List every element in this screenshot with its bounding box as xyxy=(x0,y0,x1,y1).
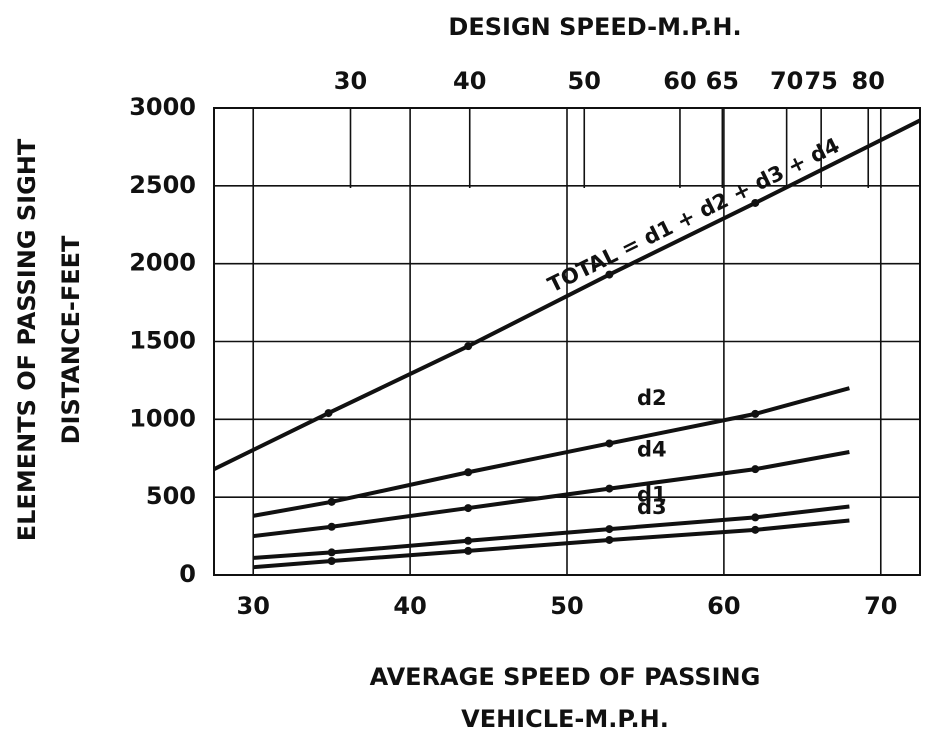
top-tick-label: 70 xyxy=(770,67,803,95)
top-tick-label: 80 xyxy=(852,67,885,95)
y-tick-label: 1500 xyxy=(129,327,196,355)
y-tick-label: 3000 xyxy=(129,93,196,121)
data-point xyxy=(464,546,473,555)
x-tick-label: 30 xyxy=(237,592,270,620)
data-point xyxy=(464,468,473,477)
data-point xyxy=(327,522,336,531)
x-axis-label: AVERAGE SPEED OF PASSING xyxy=(370,663,761,691)
series-label: d4 xyxy=(637,437,667,461)
data-point xyxy=(464,342,473,351)
data-point xyxy=(327,497,336,506)
data-point xyxy=(605,535,614,544)
data-point xyxy=(751,198,760,207)
data-point xyxy=(605,270,614,279)
data-point xyxy=(751,409,760,418)
data-point xyxy=(605,525,614,534)
data-point xyxy=(751,513,760,522)
series-label: TOTAL = d1 + d2 + d3 + d4 xyxy=(544,133,843,297)
series-line xyxy=(253,518,850,570)
data-point xyxy=(327,548,336,557)
series-label: d1 xyxy=(637,482,667,506)
top-tick-label: 65 xyxy=(706,67,739,95)
top-tick-label: 75 xyxy=(804,67,837,95)
series-label: d3 xyxy=(637,495,667,519)
data-point xyxy=(464,536,473,545)
top-axis-title: DESIGN SPEED-M.P.H. xyxy=(448,13,741,41)
data-point xyxy=(605,484,614,493)
y-tick-label: 1000 xyxy=(129,404,196,432)
series-label: d2 xyxy=(637,386,667,410)
top-tick-label: 60 xyxy=(663,67,696,95)
data-point xyxy=(327,556,336,565)
y-tick-label: 0 xyxy=(179,560,196,588)
series-line xyxy=(252,386,850,518)
series-line xyxy=(253,504,850,560)
series-line xyxy=(213,118,921,471)
top-tick-label: 40 xyxy=(453,67,486,95)
series-line xyxy=(252,450,850,539)
y-axis-label: ELEMENTS OF PASSING SIGHT xyxy=(13,138,41,541)
x-tick-label: 70 xyxy=(864,592,897,620)
x-tick-label: 60 xyxy=(707,592,740,620)
x-axis-label: VEHICLE-M.P.H. xyxy=(461,705,669,733)
y-tick-label: 500 xyxy=(146,482,196,510)
y-axis-label: DISTANCE-FEET xyxy=(57,235,85,444)
y-tick-label: 2500 xyxy=(129,171,196,199)
top-tick-label: 30 xyxy=(334,67,367,95)
data-point xyxy=(751,525,760,534)
data-point xyxy=(605,439,614,448)
data-point xyxy=(324,409,333,418)
data-point xyxy=(751,465,760,474)
x-tick-label: 40 xyxy=(393,592,426,620)
data-point xyxy=(464,504,473,513)
y-tick-label: 2000 xyxy=(129,249,196,277)
x-tick-label: 50 xyxy=(550,592,583,620)
top-tick-label: 50 xyxy=(568,67,601,95)
